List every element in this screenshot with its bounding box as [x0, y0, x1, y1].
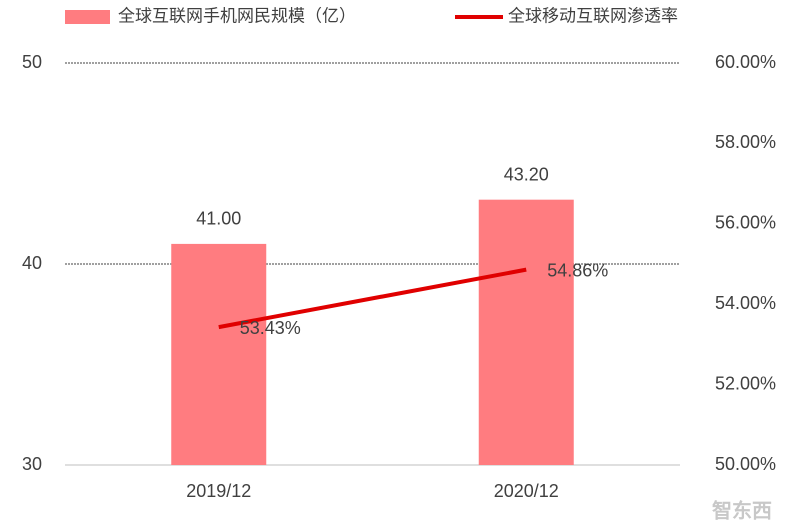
- y2-tick-label: 60.00%: [715, 52, 776, 72]
- line: [218, 267, 527, 330]
- y-tick-label: 50: [22, 52, 42, 72]
- y-tick-label: 30: [22, 454, 42, 474]
- watermark: 智东西: [712, 498, 772, 522]
- bar-value-label: 41.00: [196, 209, 241, 229]
- y2-tick-label: 52.00%: [715, 373, 776, 393]
- y2-tick-label: 50.00%: [715, 454, 776, 474]
- x-tick-label: 2020/12: [494, 481, 559, 501]
- legend-label: 全球互联网手机网民规模（亿）: [118, 6, 356, 25]
- line-value-label: 54.86%: [547, 260, 608, 280]
- legend-swatch: [65, 10, 110, 24]
- y-tick-label: 40: [22, 253, 42, 273]
- y2-tick-label: 58.00%: [715, 132, 776, 152]
- y2-tick-label: 56.00%: [715, 213, 776, 233]
- y2-tick-label: 54.00%: [715, 293, 776, 313]
- line-value-label: 53.43%: [240, 318, 301, 338]
- bar: [478, 199, 574, 465]
- legend-label: 全球移动互联网渗透率: [508, 6, 678, 25]
- bar-value-label: 43.20: [504, 164, 549, 184]
- bar: [171, 243, 267, 465]
- x-tick-label: 2019/12: [186, 481, 251, 501]
